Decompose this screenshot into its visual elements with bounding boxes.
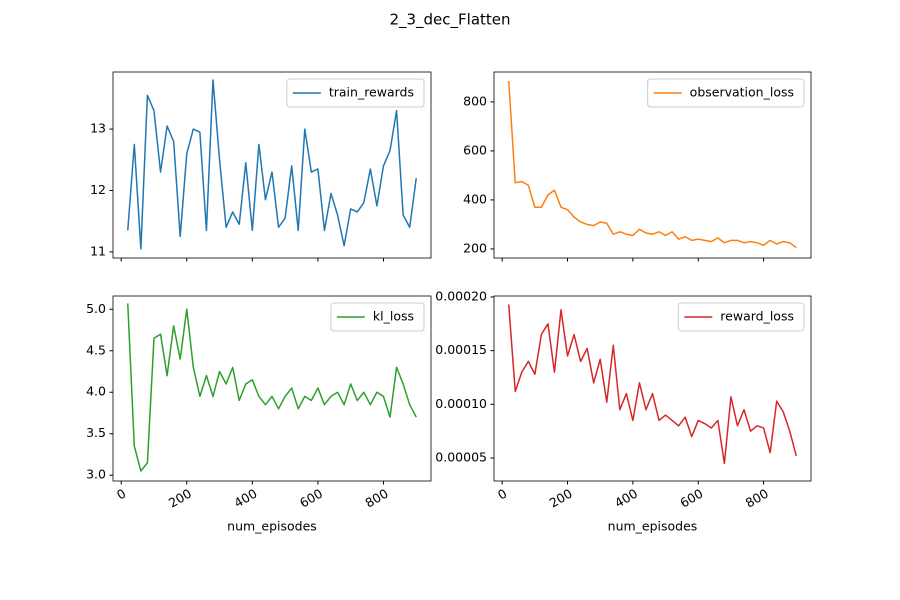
x-tick-label: 200 <box>166 486 194 511</box>
x-tick-label: 600 <box>677 486 705 511</box>
y-tick-label: 200 <box>463 240 487 255</box>
legend-label: train_rewards <box>329 85 414 100</box>
legend-box <box>286 78 425 108</box>
data-line <box>507 304 798 465</box>
y-tick-label: 5.0 <box>86 301 106 316</box>
figure-title: 2_3_dec_Flatten <box>389 11 510 30</box>
y-tick-label: 11 <box>90 243 106 258</box>
x-tick-label: 400 <box>612 486 640 511</box>
axes-frame <box>112 71 432 259</box>
legend-box <box>677 302 805 332</box>
legend-label: observation_loss <box>690 85 794 100</box>
y-tick-label: 4.0 <box>86 384 106 399</box>
data-line <box>127 79 417 250</box>
y-tick-label: 3.5 <box>86 425 106 440</box>
y-tick-label: 12 <box>90 182 106 197</box>
axes-frame <box>112 295 432 482</box>
y-tick-label: 3.0 <box>86 467 106 482</box>
legend: kl_loss <box>330 302 425 332</box>
y-tick-label: 600 <box>463 142 487 157</box>
x-axis-label: num_episodes <box>227 519 317 534</box>
legend: reward_loss <box>677 302 805 332</box>
x-tick-label: 200 <box>547 486 575 511</box>
axes-frame <box>493 71 812 259</box>
y-tick-label: 0.00020 <box>435 288 487 303</box>
x-tick-label: 400 <box>231 486 259 511</box>
x-axis-label: num_episodes <box>608 519 698 534</box>
x-tick-label: 800 <box>363 486 391 511</box>
axes-frame <box>493 295 812 482</box>
legend-label: kl_loss <box>373 309 414 324</box>
y-tick-label: 0.00015 <box>435 342 487 357</box>
y-tick-label: 400 <box>463 191 487 206</box>
y-tick-label: 0.00010 <box>435 396 487 411</box>
x-tick-label: 0 <box>495 486 509 503</box>
x-tick-label: 0 <box>114 486 128 503</box>
legend-box <box>330 302 425 332</box>
legend-box <box>647 78 805 108</box>
x-tick-label: 800 <box>743 486 771 511</box>
y-tick-label: 4.5 <box>86 342 106 357</box>
y-tick-label: 0.00005 <box>435 450 487 465</box>
data-line <box>127 303 417 472</box>
y-tick-label: 13 <box>90 121 106 136</box>
y-tick-label: 800 <box>463 93 487 108</box>
legend-label: reward_loss <box>720 309 794 324</box>
x-tick-label: 600 <box>297 486 325 511</box>
data-line <box>507 81 797 249</box>
legend: train_rewards <box>286 78 425 108</box>
legend: observation_loss <box>647 78 805 108</box>
